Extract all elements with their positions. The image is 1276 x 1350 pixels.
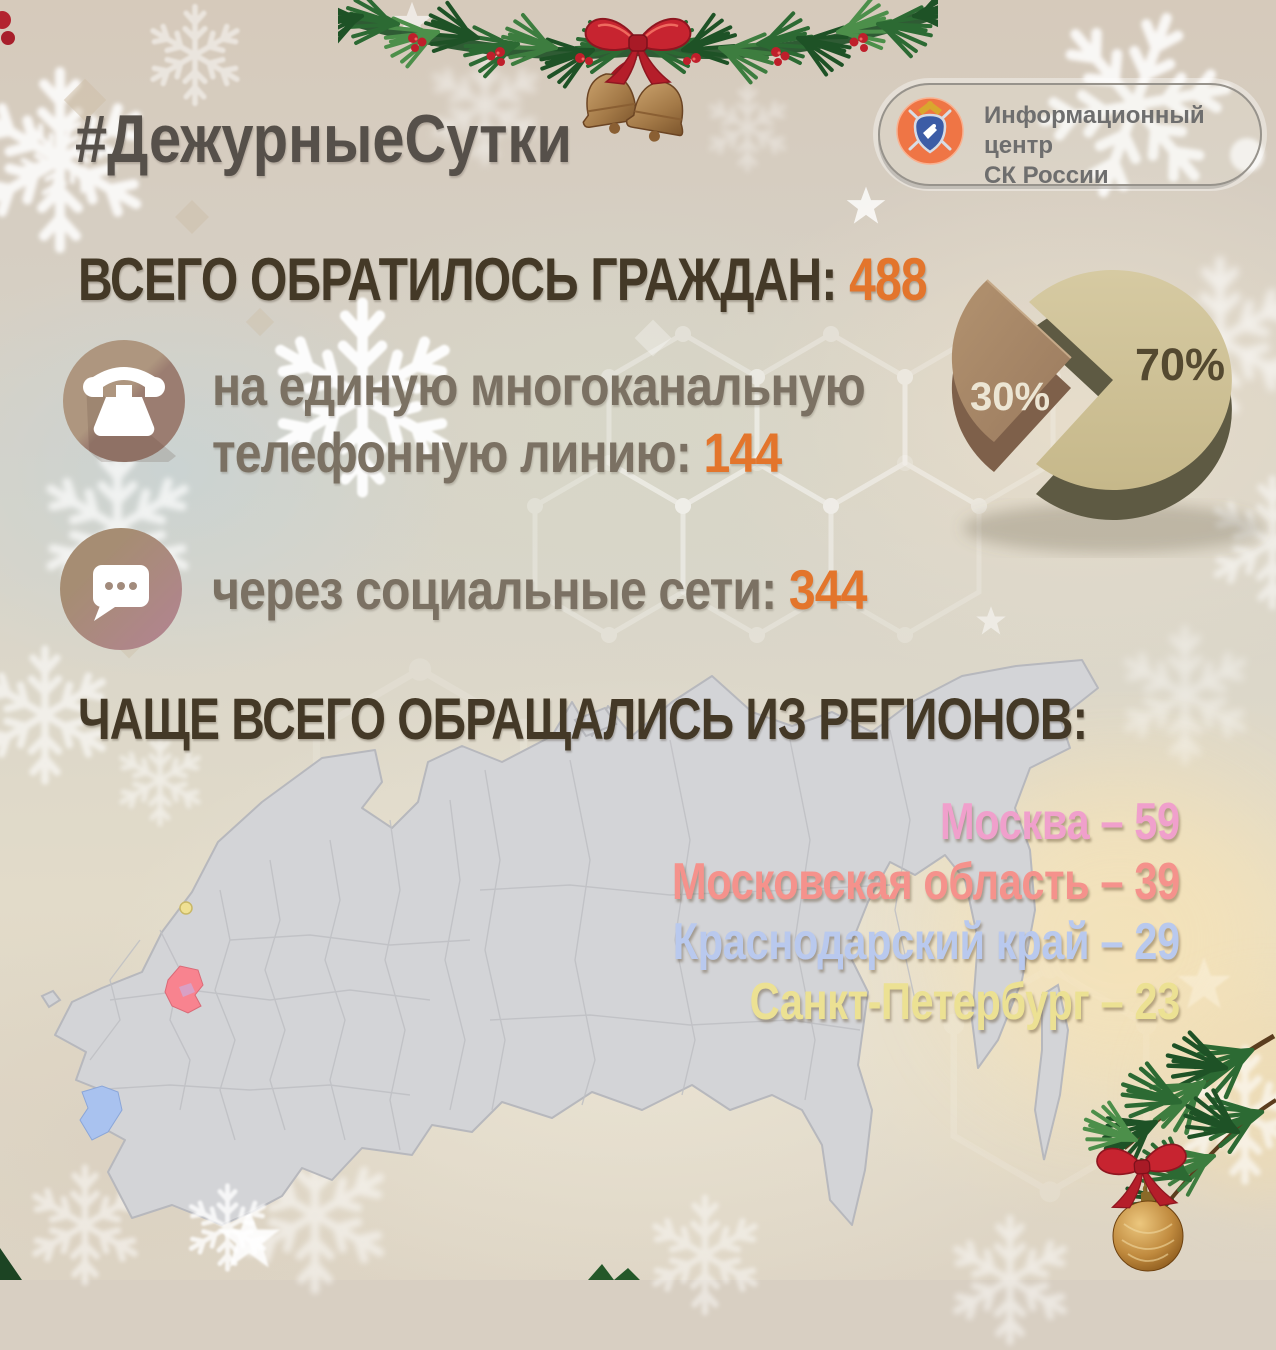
region-dash: –: [1089, 793, 1135, 851]
social-value: 344: [788, 558, 868, 621]
russia-map: [40, 659, 1099, 1226]
snowflake-icon: [140, 0, 250, 110]
russia-landmass: [54, 659, 1099, 1226]
phone-stat: на единую многоканальную телефонную лини…: [212, 352, 971, 486]
region-value: 23: [1134, 973, 1181, 1031]
social-stat: через социальные сети: 344: [212, 556, 973, 623]
pie-label-70: 70%: [1135, 339, 1225, 390]
region-item: Москва – 59: [380, 792, 1180, 852]
badge-text: Информационный центр СК России: [984, 101, 1260, 191]
arctic-island: [573, 706, 618, 738]
badge-line2: СК России: [984, 162, 1109, 189]
region-name: Москва: [940, 793, 1090, 851]
fir-branch-with-ornament: [1075, 1008, 1276, 1272]
kaliningrad: [40, 989, 62, 1009]
garland-berries: [408, 33, 868, 66]
hashtag-text: #ДежурныеСутки: [75, 101, 572, 177]
pie-shadow: [963, 503, 1263, 553]
phone-value: 144: [703, 421, 782, 485]
map-region-saint-petersburg: [179, 901, 193, 915]
fir-needles: [1075, 1024, 1271, 1244]
map-region-krasnodar: [79, 1085, 123, 1141]
star-icon: [976, 606, 1006, 635]
regions-heading-text: ЧАЩЕ ВСЕГО ОБРАЩАЛИСЬ ИЗ РЕГИОНОВ:: [78, 687, 1088, 752]
map-region-moscow-city: [179, 983, 195, 997]
total-heading: ВСЕГО ОБРАТИЛОСЬ ГРАЖДАН: 488: [78, 245, 1139, 314]
sk-russia-info-center-badge: Информационный центр СК России: [878, 83, 1262, 189]
phone-label-line1: на единую многоканальную: [212, 354, 866, 417]
corner-sprig: [588, 1264, 640, 1280]
pie-chart: 30% 70%: [951, 270, 1263, 553]
chat-bubble-icon: [60, 528, 182, 650]
region-value: 59: [1134, 793, 1181, 851]
bow-icon: [584, 18, 692, 85]
pie-slice-30: [951, 280, 1071, 442]
region-name: Санкт-Петербург: [749, 973, 1090, 1031]
snowflake-icon: [180, 1180, 275, 1275]
bow-icon: [1096, 1143, 1187, 1209]
region-value: 39: [1134, 853, 1181, 911]
corner-sprig: [0, 1248, 22, 1280]
region-dash: –: [1089, 853, 1135, 911]
corner-berries: [0, 11, 15, 45]
badge-line1: Информационный центр: [984, 102, 1205, 159]
social-label: через социальные сети:: [212, 558, 789, 621]
pie-slice-70: [1029, 270, 1232, 491]
pie-label-30: 30%: [970, 375, 1050, 419]
region-dash: –: [1089, 913, 1135, 971]
region-dash: –: [1089, 973, 1135, 1031]
phone-icon: [63, 340, 185, 472]
regions-heading: ЧАЩЕ ВСЕГО ОБРАЩАЛИСЬ ИЗ РЕГИОНОВ:: [78, 686, 1276, 753]
regions-list: Москва – 59 Московская область – 39 Крас…: [380, 792, 1180, 1032]
hashtag-title: #ДежурныеСутки: [75, 100, 660, 178]
region-item: Московская область – 39: [380, 852, 1180, 912]
sk-russia-emblem-icon: [896, 97, 964, 165]
sakhalin-island: [1033, 983, 1070, 1161]
total-label: ВСЕГО ОБРАТИЛОСЬ ГРАЖДАН:: [78, 246, 850, 313]
region-item: Краснодарский край – 29: [380, 912, 1180, 972]
region-value: 29: [1134, 913, 1181, 971]
total-value: 488: [849, 246, 927, 313]
bell-icon: [625, 81, 684, 142]
ornament-ball: [1112, 1183, 1184, 1272]
fir-garland-with-bells-and-bow: [338, 0, 938, 142]
phone-label-line2: телефонную линию:: [212, 421, 704, 485]
region-item: Санкт-Петербург – 23: [380, 972, 1181, 1032]
star-icon: [846, 186, 886, 224]
bell-icon: [582, 73, 644, 134]
region-name: Краснодарский край: [673, 913, 1090, 971]
region-name: Московская область: [672, 853, 1090, 911]
